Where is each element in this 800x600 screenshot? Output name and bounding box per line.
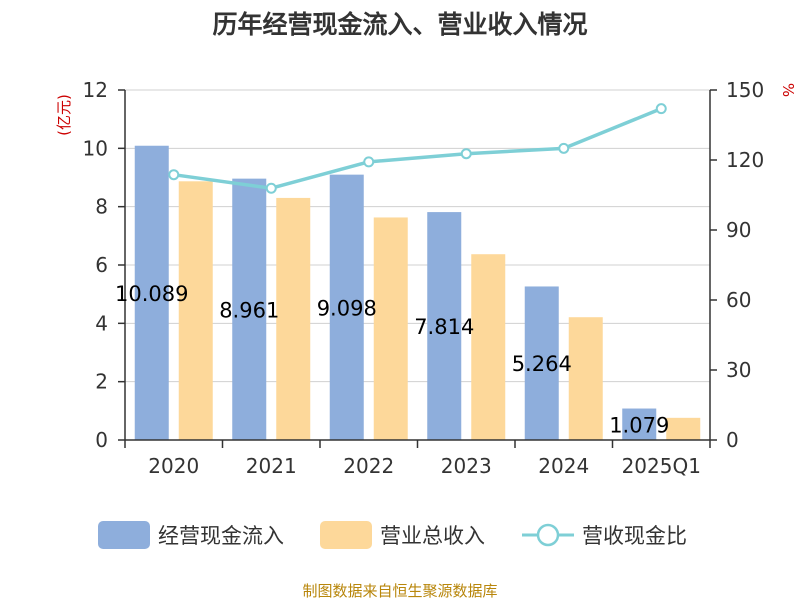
ratio-line-group [168, 103, 667, 194]
legend-swatch [98, 521, 150, 549]
y2-tick-label: 60 [726, 288, 751, 312]
cash-inflow-data-label: 8.961 [219, 298, 279, 322]
chart-title: 历年经营现金流入、营业收入情况 [212, 10, 587, 39]
cash-ratio-point [265, 182, 277, 194]
cash-inflow-data-label: 10.089 [115, 282, 188, 306]
legend-marker-icon [536, 523, 560, 547]
cash-ratio-point [655, 103, 667, 115]
source-note: 制图数据来自恒生聚源数据库 [302, 582, 497, 600]
legend-label: 营收现金比 [582, 524, 687, 548]
legend-cash-inflow: 经营现金流入 [98, 521, 284, 549]
y2-tick-label: 30 [726, 358, 751, 382]
legend-label: 经营现金流入 [158, 524, 284, 548]
cash-inflow-data-label: 7.814 [414, 315, 474, 339]
cash-inflow-bar [622, 408, 657, 440]
bars-group [134, 145, 701, 441]
y2-tick-label: 90 [726, 218, 751, 242]
y-tick-label: 6 [95, 253, 108, 277]
cash-inflow-bar [134, 145, 169, 441]
revenue-bar [471, 254, 506, 440]
cash-inflow-bar [232, 178, 267, 440]
cash-ratio-point [460, 148, 472, 160]
cash-ratio-point [558, 142, 570, 154]
cash-inflow-data-label: 9.098 [317, 296, 377, 320]
cash-inflow-bar [427, 212, 462, 440]
y-tick-label: 8 [95, 195, 108, 219]
data-labels-group: 10.089 8.961 9.098 7.814 5.264 1.079 [115, 282, 669, 437]
y2-tick-label: 150 [726, 78, 764, 102]
legend: 经营现金流入 营业总收入 营收现金比 [98, 521, 687, 549]
revenue-bar [178, 181, 213, 440]
y2-tick-label: 0 [726, 428, 739, 452]
y2-axis-unit-label: % [779, 83, 797, 97]
x-tick-label: 2024 [538, 454, 589, 478]
legend-cash-ratio: 营收现金比 [522, 523, 687, 548]
x-tick-label: 2020 [148, 454, 199, 478]
x-tick-label: 2021 [246, 454, 297, 478]
y-tick-label: 10 [83, 136, 108, 160]
revenue-bar [373, 217, 408, 440]
y-tick-label: 12 [83, 78, 108, 102]
y-tick-label: 0 [95, 428, 108, 452]
legend-revenue: 营业总收入 [320, 521, 485, 549]
x-tick-label: 2025Q1 [622, 454, 701, 478]
revenue-bar [666, 417, 701, 440]
legend-swatch [320, 521, 372, 549]
cash-ratio-point [363, 156, 375, 168]
x-tick-label: 2022 [343, 454, 394, 478]
cash-inflow-bar [329, 174, 364, 440]
cash-inflow-data-label: 1.079 [609, 413, 669, 437]
grid-lines [125, 89, 710, 383]
y-tick-label: 4 [95, 311, 108, 335]
cash-ratio-line [173, 107, 662, 190]
y-axis-unit-label: (亿元) [55, 94, 73, 136]
cash-inflow-data-label: 5.264 [512, 352, 572, 376]
legend-label: 营业总收入 [380, 524, 485, 548]
x-tick-label: 2023 [441, 454, 492, 478]
y-tick-label: 2 [95, 370, 108, 394]
cash-inflow-bar [524, 286, 559, 440]
y2-tick-label: 120 [726, 148, 764, 172]
revenue-bar [276, 197, 311, 440]
cash-ratio-point [168, 169, 180, 181]
revenue-bar [568, 317, 603, 440]
